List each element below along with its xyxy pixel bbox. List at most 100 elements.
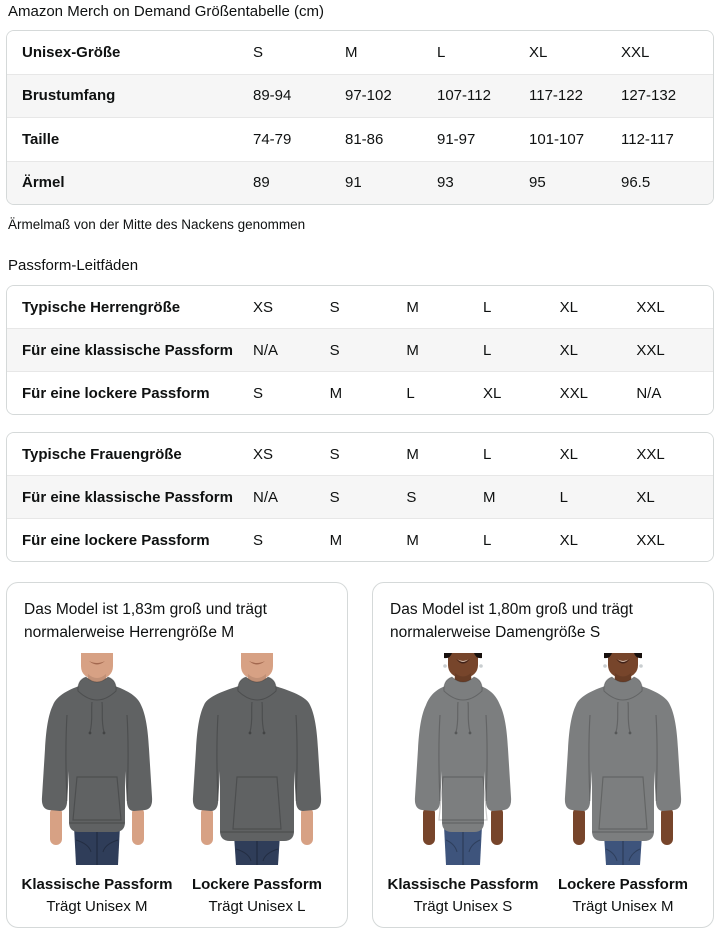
model-photo bbox=[182, 653, 332, 865]
cell-value: 74-79 bbox=[253, 130, 292, 148]
male-model-card: Das Model ist 1,83m groß und trägt norma… bbox=[6, 582, 348, 928]
row-label: Typische Herrengröße bbox=[22, 298, 181, 316]
cell-value: 89-94 bbox=[253, 87, 292, 105]
size-header-m: M bbox=[345, 43, 358, 61]
cell-value: N/A bbox=[253, 341, 279, 359]
cell-value: 96.5 bbox=[621, 174, 651, 192]
cell-value: L bbox=[406, 384, 415, 402]
cell-value: M bbox=[482, 488, 496, 506]
cell-value: XL bbox=[559, 341, 579, 359]
cell-value: XXL bbox=[636, 341, 665, 359]
row-label: Typische Frauengröße bbox=[22, 445, 182, 463]
size-row-brustumfang: Brustumfang 89-94 97-102 107-112 117-122… bbox=[7, 73, 713, 117]
size-header-xl: XL bbox=[529, 43, 548, 61]
fit-guides-title: Passform-Leitfäden bbox=[8, 257, 139, 274]
womens-fit-table: Typische Frauengröße XS S M L XL XXL Für… bbox=[6, 432, 714, 562]
cell-value: XL bbox=[559, 445, 579, 463]
row-label: Für eine klassische Passform bbox=[22, 341, 233, 359]
fit-caption: Klassische Passform bbox=[387, 876, 539, 893]
cell-value: 112-117 bbox=[621, 130, 674, 148]
fit-row-lockere-passform: Für eine lockere Passform S M L XL XXL N… bbox=[7, 371, 713, 414]
fit-row-typische-herrengroesse: Typische Herrengröße XS S M L XL XXL bbox=[7, 286, 713, 328]
cell-value: N/A bbox=[636, 384, 662, 402]
size-row-taille: Taille 74-79 81-86 91-97 101-107 112-117 bbox=[7, 117, 713, 161]
cell-value: XL bbox=[559, 531, 579, 549]
cell-value: XL bbox=[482, 384, 502, 402]
cell-value: XXL bbox=[636, 445, 665, 463]
cell-value: 117-122 bbox=[529, 87, 583, 105]
fit-row-klassische-passform: Für eine klassische Passform N/A S S M L… bbox=[7, 475, 713, 518]
cell-value: 91 bbox=[345, 174, 362, 192]
cell-value: S bbox=[329, 298, 340, 316]
cell-value: XL bbox=[559, 298, 579, 316]
photo-column-loose: Lockere Passform Trägt Unisex L bbox=[181, 653, 333, 915]
cell-value: 101-107 bbox=[529, 130, 585, 148]
model-photo bbox=[548, 653, 698, 865]
cell-value: L bbox=[482, 531, 492, 549]
cell-value: L bbox=[482, 298, 492, 316]
row-label-unisex-groesse: Unisex-Größe bbox=[22, 43, 121, 61]
cell-value: 89 bbox=[253, 174, 270, 192]
cell-value: L bbox=[559, 488, 568, 506]
fit-row-klassische-passform: Für eine klassische Passform N/A S M L X… bbox=[7, 328, 713, 371]
fit-row-lockere-passform: Für eine lockere Passform S M M L XL XXL bbox=[7, 518, 713, 561]
cell-value: S bbox=[329, 341, 340, 359]
row-label: Für eine lockere Passform bbox=[22, 531, 210, 549]
cell-value: M bbox=[329, 384, 343, 402]
cell-value: L bbox=[482, 445, 492, 463]
cell-value: 95 bbox=[529, 174, 546, 192]
cell-value: S bbox=[329, 488, 340, 506]
cell-value: 91-97 bbox=[437, 130, 476, 148]
row-label: Für eine klassische Passform bbox=[22, 488, 233, 506]
cell-value: L bbox=[482, 341, 492, 359]
wears-caption: Trägt Unisex S bbox=[413, 898, 513, 915]
female-model-card: Das Model ist 1,80m groß und trägt norma… bbox=[372, 582, 714, 928]
fit-caption: Lockere Passform bbox=[557, 876, 689, 893]
row-label: Brustumfang bbox=[22, 87, 116, 105]
cell-value: M bbox=[406, 445, 419, 463]
cell-value: M bbox=[329, 531, 343, 549]
photo-column-loose: Lockere Passform Trägt Unisex M bbox=[547, 653, 699, 915]
cell-value: 107-112 bbox=[437, 87, 491, 105]
unisex-size-table: Unisex-Größe S M L XL XXL Brustumfang 89… bbox=[6, 30, 714, 205]
mens-fit-table: Typische Herrengröße XS S M L XL XXL Für… bbox=[6, 285, 714, 415]
cell-value: M bbox=[406, 531, 419, 549]
wears-caption: Trägt Unisex M bbox=[572, 898, 674, 915]
sleeve-measure-footnote: Ärmelmaß von der Mitte des Nackens genom… bbox=[8, 217, 306, 232]
fit-caption: Klassische Passform bbox=[21, 876, 173, 893]
cell-value: N/A bbox=[253, 488, 279, 506]
row-label: Für eine lockere Passform bbox=[22, 384, 210, 402]
row-label: Ärmel bbox=[22, 174, 65, 192]
cell-value: XL bbox=[636, 488, 655, 506]
page-title: Amazon Merch on Demand Größentabelle (cm… bbox=[8, 3, 324, 20]
cell-value: 93 bbox=[437, 174, 454, 192]
cell-value: XXL bbox=[559, 384, 589, 402]
photo-row: Klassische Passform Trägt Unisex S Locke… bbox=[386, 653, 700, 915]
cell-value: XS bbox=[253, 445, 274, 463]
cell-value: M bbox=[406, 298, 419, 316]
row-label: Taille bbox=[22, 130, 60, 148]
wears-caption: Trägt Unisex M bbox=[46, 898, 148, 915]
photo-column-classic: Klassische Passform Trägt Unisex M bbox=[21, 653, 173, 915]
photo-row: Klassische Passform Trägt Unisex M Locke… bbox=[20, 653, 334, 915]
size-header-s: S bbox=[253, 43, 264, 61]
cell-value: S bbox=[253, 531, 264, 549]
size-table-header-row: Unisex-Größe S M L XL XXL bbox=[7, 31, 713, 74]
cell-value: M bbox=[406, 341, 419, 359]
cell-value: XS bbox=[253, 298, 274, 316]
photo-column-classic: Klassische Passform Trägt Unisex S bbox=[387, 653, 539, 915]
cell-value: S bbox=[253, 384, 264, 402]
size-row-aermel: Ärmel 89 91 93 95 96.5 bbox=[7, 160, 713, 204]
cell-value: 97-102 bbox=[345, 87, 392, 105]
size-header-xxl: XXL bbox=[621, 43, 650, 61]
cell-value: S bbox=[329, 445, 340, 463]
model-card-description: Das Model ist 1,83m groß und trägt norma… bbox=[24, 601, 267, 641]
model-photo bbox=[22, 653, 172, 865]
wears-caption: Trägt Unisex L bbox=[208, 898, 306, 915]
model-cards-row: Das Model ist 1,83m groß und trägt norma… bbox=[6, 582, 714, 928]
cell-value: S bbox=[406, 488, 417, 506]
model-card-description: Das Model ist 1,80m groß und trägt norma… bbox=[390, 601, 633, 641]
cell-value: 127-132 bbox=[621, 87, 677, 105]
cell-value: 81-86 bbox=[345, 130, 384, 148]
